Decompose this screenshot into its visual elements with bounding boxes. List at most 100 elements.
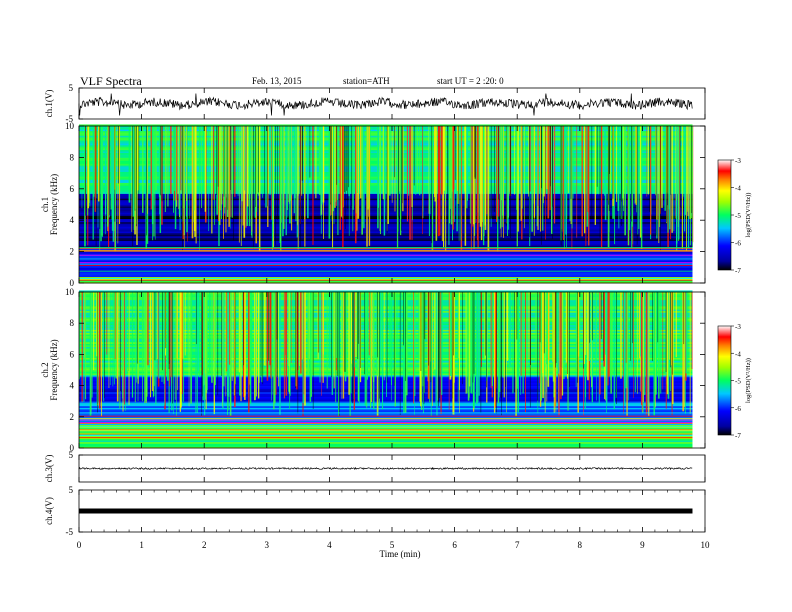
sferic-streak xyxy=(174,126,177,230)
spectrogram-band xyxy=(79,210,693,213)
sferic-streak xyxy=(413,292,414,404)
spectrogram-band xyxy=(79,332,693,335)
sferic-streak xyxy=(563,292,565,380)
sferic-streak xyxy=(164,126,166,213)
sferic-streak xyxy=(431,126,434,251)
sferic-streak xyxy=(270,292,272,379)
sferic-streak xyxy=(221,126,222,220)
sferic-streak xyxy=(434,292,436,370)
spectrogram-band xyxy=(79,337,693,340)
dark-streak xyxy=(351,126,353,206)
spectrogram-band xyxy=(79,234,693,237)
sferic-streak xyxy=(497,126,499,252)
x-tick-label: 6 xyxy=(452,540,457,550)
sferic-streak xyxy=(144,292,146,403)
spectrogram-band xyxy=(79,424,693,427)
colorbar-gradient xyxy=(717,159,732,271)
spectrogram-band xyxy=(79,265,693,268)
spectrogram-band xyxy=(79,338,693,341)
sferic-streak xyxy=(575,292,577,387)
spectrogram-band xyxy=(79,127,693,130)
waveform-trace xyxy=(79,508,693,514)
sferic-streak xyxy=(546,126,548,190)
sferic-streak xyxy=(297,126,299,250)
tone-line xyxy=(79,250,693,252)
spectrogram-band xyxy=(79,343,693,346)
sferic-streak xyxy=(614,292,615,372)
dark-streak xyxy=(667,126,669,206)
dark-streak xyxy=(462,292,463,385)
sferic-streak xyxy=(342,126,344,248)
spectrogram-band xyxy=(79,334,693,337)
sferic-streak xyxy=(285,126,287,236)
x-tick-label: 8 xyxy=(578,540,583,550)
sferic-streak xyxy=(640,126,643,249)
spectrogram-band xyxy=(79,382,693,385)
sferic-streak xyxy=(288,292,290,394)
sferic-streak xyxy=(457,292,459,402)
sferic-streak xyxy=(478,292,480,396)
sferic-streak xyxy=(658,292,660,399)
sferic-streak xyxy=(437,126,440,237)
sferic-streak xyxy=(229,292,232,416)
sferic-streak xyxy=(226,126,229,217)
dark-streak xyxy=(458,126,459,206)
sferic-streak xyxy=(565,292,568,363)
station-label: station=ATH xyxy=(343,76,390,86)
sferic-streak xyxy=(261,292,263,383)
x-tick-label: 10 xyxy=(701,540,711,550)
spectrogram-band xyxy=(79,273,693,276)
sferic-streak xyxy=(196,292,198,413)
sferic-streak xyxy=(214,292,216,386)
sferic-streak xyxy=(646,126,648,197)
dark-streak xyxy=(401,126,403,204)
sferic-streak xyxy=(684,126,686,232)
sferic-streak xyxy=(285,292,286,356)
sferic-streak xyxy=(586,126,589,227)
sferic-streak xyxy=(600,126,603,248)
sferic-streak xyxy=(142,126,144,213)
spectrogram-band xyxy=(79,304,693,307)
spectrogram-band xyxy=(79,402,693,405)
sferic-streak xyxy=(364,292,367,406)
sferic-streak xyxy=(128,292,130,372)
sferic-streak xyxy=(478,126,480,223)
sferic-streak xyxy=(484,126,487,230)
sferic-streak xyxy=(196,292,198,384)
dark-streak xyxy=(358,292,359,344)
dark-streak xyxy=(424,292,426,340)
spectrogram-band xyxy=(79,163,693,166)
sferic-streak xyxy=(233,292,236,396)
sferic-streak xyxy=(304,292,306,406)
sferic-streak xyxy=(667,292,670,399)
sferic-streak xyxy=(640,292,642,357)
sferic-streak xyxy=(529,126,531,192)
dark-streak xyxy=(555,292,556,368)
sferic-streak xyxy=(409,126,411,240)
sferic-streak xyxy=(190,292,192,395)
spectrogram-band xyxy=(79,215,693,218)
dark-streak xyxy=(591,126,593,216)
sferic-streak xyxy=(545,126,546,240)
sferic-streak xyxy=(452,126,454,230)
sferic-streak xyxy=(598,126,600,195)
dark-streak xyxy=(95,126,97,246)
sferic-streak xyxy=(179,126,181,231)
sferic-streak xyxy=(256,126,258,212)
sferic-streak xyxy=(628,126,631,231)
spectrogram-band xyxy=(79,390,693,393)
spectrogram-band xyxy=(79,301,693,304)
spectrogram-band xyxy=(79,179,693,182)
sferic-streak xyxy=(177,292,178,391)
sferic-streak xyxy=(540,126,542,232)
tone-line xyxy=(79,433,693,435)
sferic-streak xyxy=(415,126,417,195)
sferic-streak xyxy=(178,126,181,215)
dark-streak xyxy=(353,292,354,400)
ch2-spectrogram-colorbar: -3 -4 -5 -6 -7 log(PSD(V²/Hz)) xyxy=(717,323,752,440)
sferic-streak xyxy=(219,126,221,226)
sferic-streak xyxy=(465,292,467,394)
sferic-streak xyxy=(578,292,580,357)
channel-label: ch.2 xyxy=(40,362,50,377)
sferic-streak xyxy=(272,126,275,248)
